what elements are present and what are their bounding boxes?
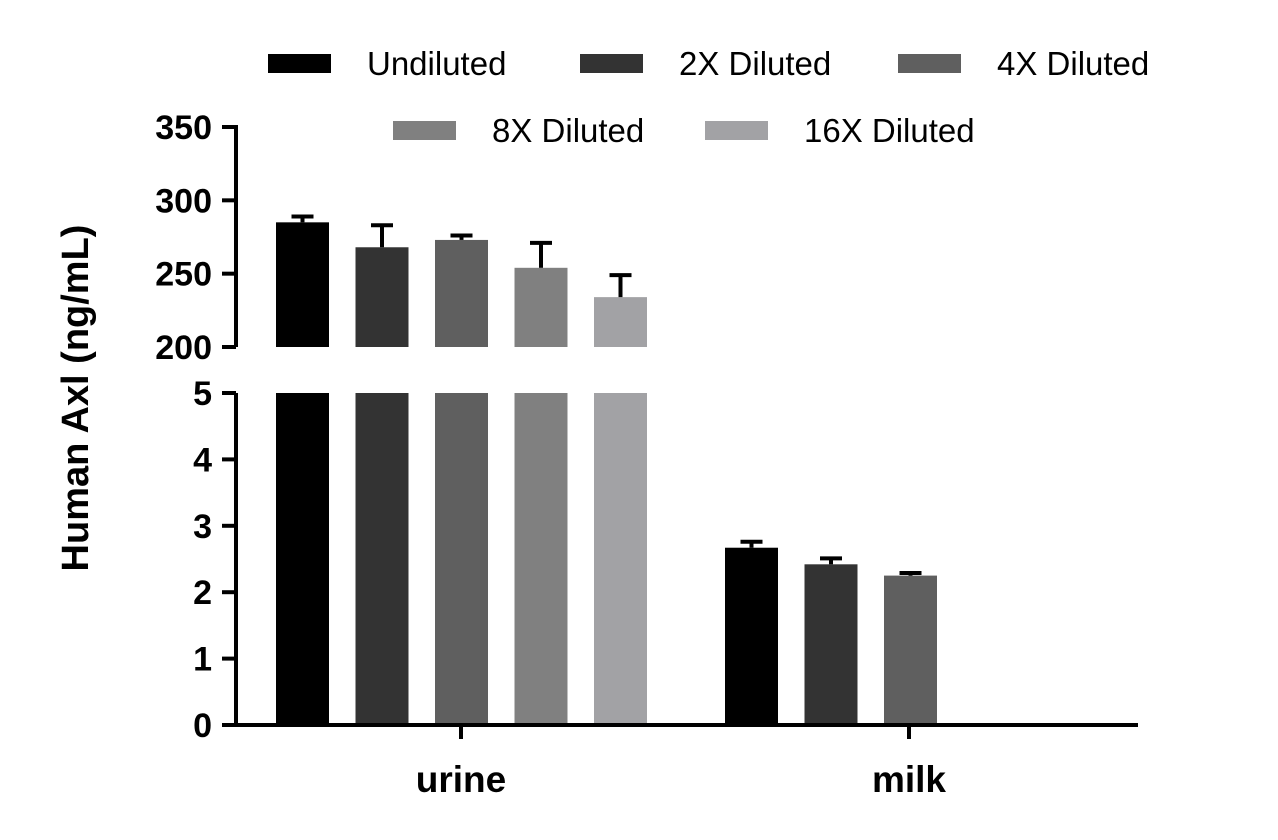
bar-urine-16x-diluted [594,297,647,347]
error-bars [291,214,922,576]
bar-milk-undiluted [725,547,778,725]
bar-urine-8x-diluted-lower [514,393,568,725]
y-tick-label-lower-5: 5 [193,375,212,413]
y-axis-title: Human Axl (ng/mL) [55,225,97,572]
bar-urine-8x-diluted [514,267,568,347]
y-tick-label-lower-1: 1 [193,641,212,679]
y-tick-label-upper-350: 350 [155,109,212,147]
bar-urine-2x-diluted [355,247,409,347]
legend-swatch-2x-diluted [580,54,643,73]
legend-swatch-8x-diluted [393,121,456,140]
y-tick-label-upper-250: 250 [155,256,212,294]
axes: 0 1 2 3 4 5 200 250 300 350 urine milk [155,109,1138,800]
y-tick-label-lower-3: 3 [193,508,212,546]
legend-swatch-16x-diluted [705,121,768,140]
bar-urine-4x-diluted-lower [435,393,488,725]
y-tick-label-upper-300: 300 [155,182,212,220]
legend-label-2x-diluted: 2X Diluted [679,45,831,82]
bar-milk-4x-diluted [884,575,937,725]
legend-label-undiluted: Undiluted [367,45,506,82]
y-tick-label-lower-4: 4 [193,441,212,479]
bars [276,222,937,725]
legend-swatch-undiluted [268,54,331,73]
bar-urine-undiluted-lower [276,393,329,725]
bar-urine-2x-diluted-lower [355,393,409,725]
y-tick-label-upper-200: 200 [155,329,212,367]
legend-label-8x-diluted: 8X Diluted [492,112,644,149]
bar-urine-undiluted [276,222,329,347]
legend-swatch-4x-diluted [898,54,961,73]
legend-label-16x-diluted: 16X Diluted [804,112,975,149]
bar-urine-4x-diluted [435,239,488,347]
legend-label-4x-diluted: 4X Diluted [997,45,1149,82]
x-tick-label-urine: urine [416,759,506,800]
y-tick-label-lower-0: 0 [193,707,212,745]
legend: Undiluted 2X Diluted 4X Diluted 8X Diluted 1… [268,45,1149,149]
y-tick-label-lower-2: 2 [193,574,212,612]
x-tick-label-milk: milk [872,759,946,800]
bar-milk-2x-diluted [804,564,858,725]
bar-urine-16x-diluted-lower [594,393,647,725]
